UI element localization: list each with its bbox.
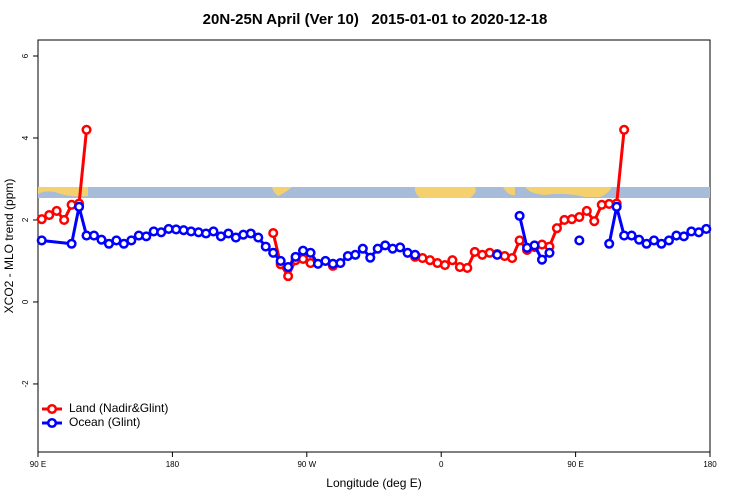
legend-label: Ocean (Glint) bbox=[69, 415, 140, 429]
plot-frame bbox=[37, 39, 711, 453]
y-tick-label: 4 bbox=[21, 135, 30, 140]
x-tick-label: 90 W bbox=[297, 460, 316, 469]
data-point bbox=[551, 223, 562, 234]
data-point bbox=[447, 255, 458, 266]
data-point bbox=[350, 249, 361, 260]
data-point bbox=[260, 241, 271, 252]
data-point bbox=[74, 201, 85, 212]
data-point bbox=[678, 231, 689, 242]
data-point bbox=[223, 228, 234, 239]
land-strip bbox=[503, 187, 515, 196]
x-tick-label: 90 E bbox=[567, 460, 583, 469]
land-strip bbox=[525, 187, 612, 197]
land-strip bbox=[414, 187, 476, 198]
land-strip bbox=[272, 187, 292, 196]
data-point bbox=[126, 235, 137, 246]
data-point bbox=[245, 228, 256, 239]
data-point bbox=[66, 238, 77, 249]
legend-marker bbox=[46, 417, 58, 429]
data-point bbox=[634, 234, 645, 245]
data-point bbox=[663, 235, 674, 246]
map-strip bbox=[38, 187, 710, 198]
data-point bbox=[96, 234, 107, 245]
y-tick-label: 6 bbox=[21, 53, 30, 58]
data-point bbox=[395, 242, 406, 253]
data-point bbox=[626, 230, 637, 241]
data-point bbox=[36, 235, 47, 246]
data-point bbox=[81, 124, 92, 135]
ocean-strip bbox=[38, 187, 710, 198]
y-axis-title: XCO2 - MLO trend (ppm) bbox=[2, 179, 16, 314]
data-point bbox=[36, 214, 47, 225]
data-point bbox=[208, 226, 219, 237]
x-tick-label: 90 E bbox=[30, 460, 46, 469]
data-point bbox=[439, 260, 450, 271]
data-point bbox=[283, 262, 294, 273]
x-axis-title: Longitude (deg E) bbox=[326, 476, 421, 490]
data-point bbox=[275, 255, 286, 267]
data-point bbox=[268, 228, 279, 239]
series-line bbox=[41, 129, 626, 278]
data-point bbox=[611, 201, 622, 212]
data-point bbox=[581, 205, 592, 216]
data-point bbox=[604, 238, 615, 249]
chart-title: 20N-25N April (Ver 10) 2015-01-01 to 202… bbox=[203, 11, 548, 28]
data-point bbox=[462, 262, 473, 273]
data-point bbox=[88, 230, 100, 241]
data-point bbox=[589, 216, 600, 227]
data-point bbox=[529, 240, 540, 251]
data-point bbox=[574, 235, 585, 246]
x-tick-label: 180 bbox=[703, 460, 717, 469]
y-tick-label: -2 bbox=[21, 380, 30, 388]
y-tick-label: 2 bbox=[21, 217, 30, 222]
x-tick-label: 180 bbox=[166, 460, 180, 469]
data-point bbox=[544, 247, 555, 258]
data-point bbox=[44, 209, 55, 221]
data-point bbox=[51, 205, 62, 216]
data-point bbox=[365, 252, 376, 263]
data-point bbox=[536, 254, 548, 265]
data-point bbox=[357, 243, 368, 254]
data-point bbox=[283, 271, 294, 282]
x-tick-label: 0 bbox=[439, 460, 444, 469]
data-point bbox=[507, 253, 518, 264]
data-point bbox=[514, 235, 525, 246]
data-point bbox=[619, 124, 630, 135]
data-point bbox=[305, 247, 316, 258]
data-point bbox=[141, 231, 152, 242]
legend-marker bbox=[46, 403, 58, 415]
data-point bbox=[701, 223, 712, 235]
data-point bbox=[410, 249, 421, 260]
data-point bbox=[492, 249, 503, 260]
data-point bbox=[290, 251, 301, 262]
data-point bbox=[268, 247, 279, 258]
y-tick-label: 0 bbox=[21, 299, 30, 304]
data-point bbox=[574, 212, 585, 223]
land-strip bbox=[38, 187, 88, 197]
data-point bbox=[514, 210, 525, 221]
data-point bbox=[335, 257, 346, 269]
data-point bbox=[59, 214, 70, 226]
legend-label: Land (Nadir&Glint) bbox=[69, 401, 168, 415]
data-point bbox=[253, 232, 264, 243]
